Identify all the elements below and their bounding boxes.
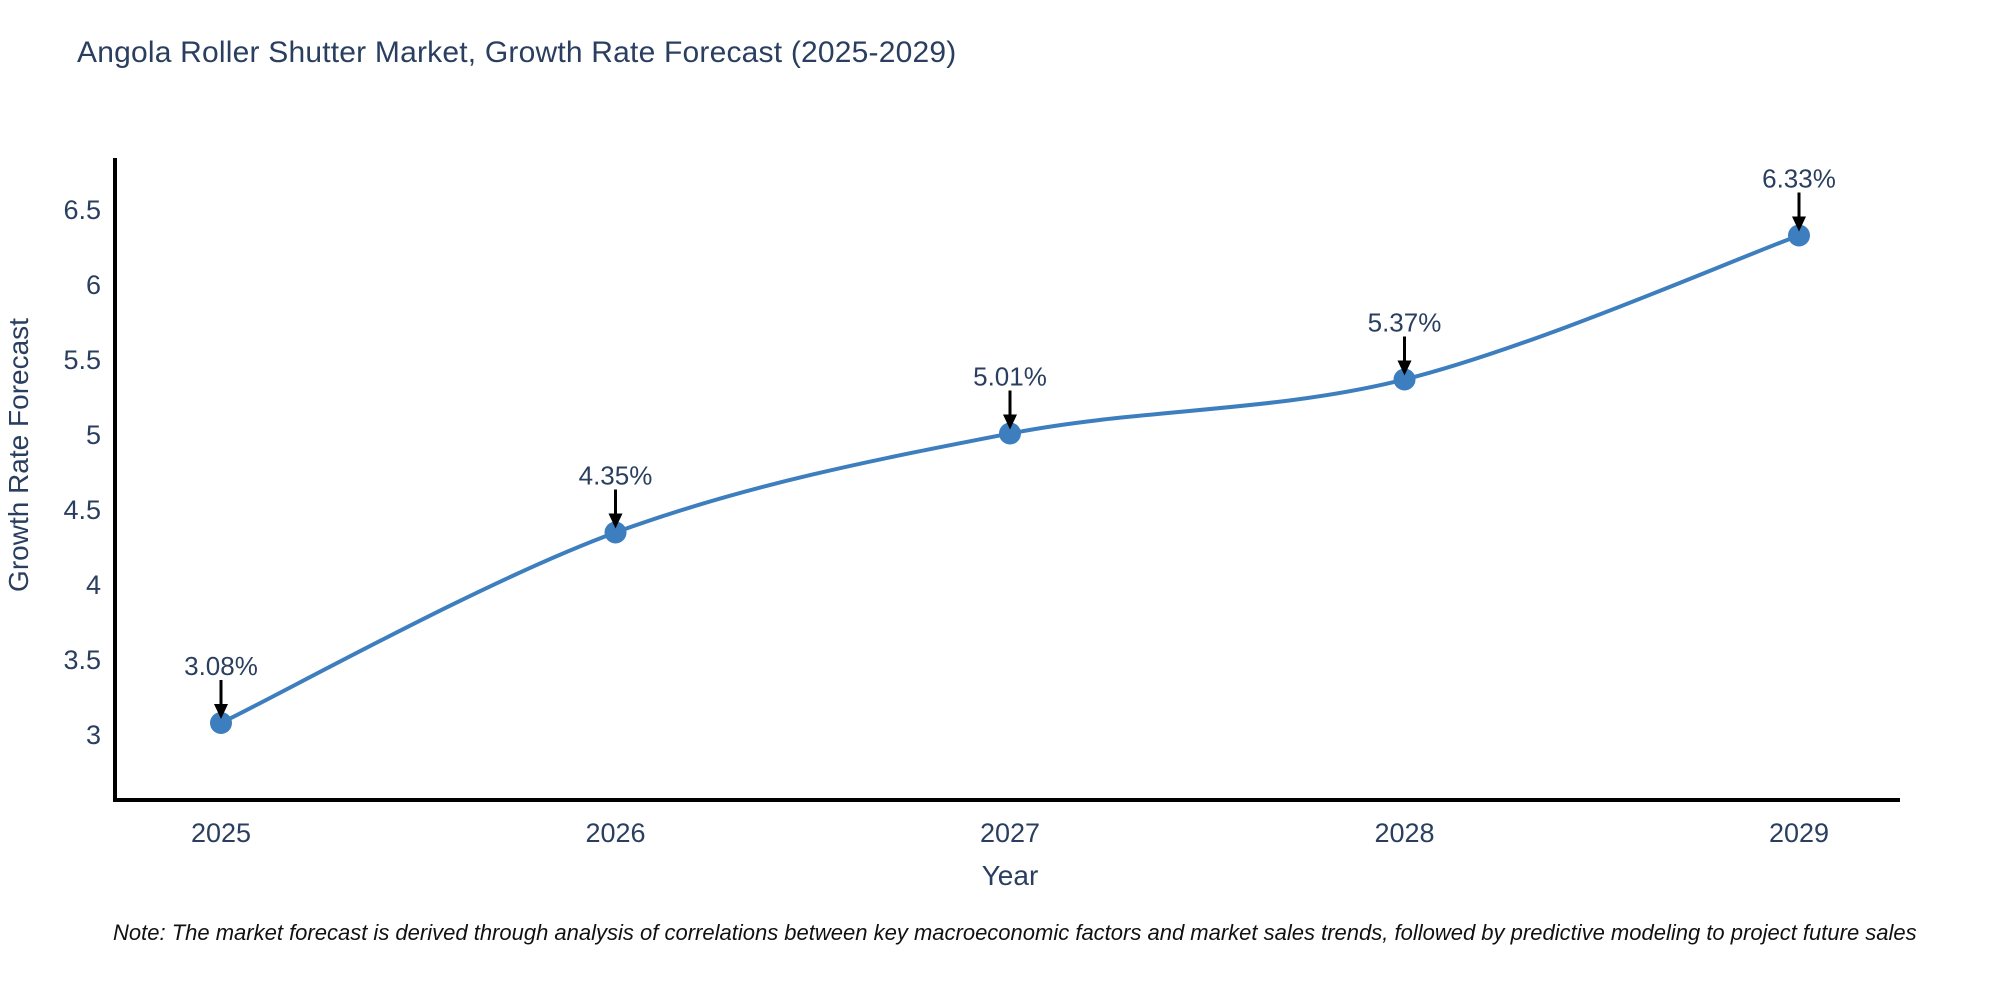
y-tick-label: 6 — [86, 270, 101, 300]
data-point-label: 3.08% — [184, 651, 258, 681]
x-tick-label: 2027 — [980, 818, 1040, 848]
data-point-label: 5.01% — [973, 362, 1047, 392]
data-point-marker[interactable] — [604, 521, 627, 544]
y-axis-title: Growth Rate Forecast — [3, 318, 34, 592]
annotation-arrowhead-icon — [1003, 414, 1017, 430]
y-tick-label: 3 — [86, 720, 101, 750]
chart-title: Angola Roller Shutter Market, Growth Rat… — [77, 36, 957, 69]
y-tick-label: 3.5 — [63, 645, 101, 675]
y-tick-label: 6.5 — [63, 195, 101, 225]
data-point-label: 5.37% — [1368, 308, 1442, 338]
x-tick-label: 2028 — [1374, 818, 1434, 848]
data-point-marker[interactable] — [999, 422, 1021, 445]
annotation-arrowhead-icon — [1397, 360, 1412, 376]
x-tick-label: 2029 — [1769, 818, 1829, 848]
data-point-marker[interactable] — [1393, 368, 1416, 391]
x-axis-title: Year — [982, 860, 1039, 891]
y-tick-label: 5.5 — [63, 345, 101, 375]
y-tick-label: 4 — [86, 570, 101, 600]
annotation-arrowhead-icon — [214, 704, 228, 719]
data-point-label: 6.33% — [1762, 164, 1836, 194]
y-tick-label: 5 — [86, 420, 101, 450]
data-point-marker[interactable] — [1788, 224, 1810, 247]
chart-note: Note: The market forecast is derived thr… — [113, 920, 1917, 945]
data-point-marker[interactable] — [210, 712, 232, 734]
annotation-arrowhead-icon — [608, 513, 623, 529]
trend-line — [219, 233, 1801, 725]
annotation-arrowhead-icon — [1792, 216, 1806, 232]
data-point-label: 4.35% — [579, 461, 653, 491]
y-tick-label: 4.5 — [63, 495, 101, 525]
x-tick-label: 2026 — [585, 818, 645, 848]
x-tick-label: 2025 — [191, 818, 251, 848]
